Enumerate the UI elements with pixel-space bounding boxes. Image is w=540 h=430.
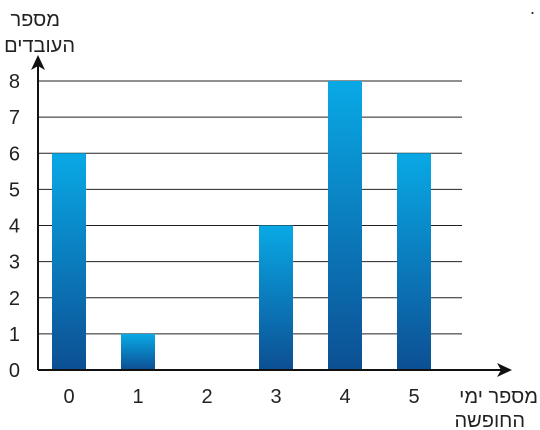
x-tick-label: 4 xyxy=(339,386,350,408)
x-axis-title-line-1: מספר ימי xyxy=(459,386,538,408)
y-axis-title-line-2: העובדים xyxy=(4,35,75,57)
y-tick-labels: 0 1 2 3 4 5 6 7 8 xyxy=(9,71,20,382)
x-tick-label: 1 xyxy=(132,386,143,408)
y-tick-label: 4 xyxy=(9,216,20,238)
x-axis-arrow-icon xyxy=(497,363,512,377)
y-tick-label: 0 xyxy=(9,360,20,382)
x-axis-title-line-2: החופשה xyxy=(454,410,525,430)
y-tick-label: 7 xyxy=(9,107,20,129)
x-tick-label: 2 xyxy=(201,386,212,408)
bar xyxy=(121,333,155,370)
y-tick-label: 5 xyxy=(9,179,20,201)
stray-mark: . xyxy=(530,0,536,18)
bar xyxy=(52,153,86,370)
y-axis-arrow-icon xyxy=(31,55,45,70)
bar xyxy=(397,153,431,370)
x-tick-labels: 0 1 2 3 4 5 xyxy=(63,386,419,408)
gridlines xyxy=(38,80,462,335)
x-tick-label: 0 xyxy=(63,386,74,408)
y-tick-label: 3 xyxy=(9,252,20,274)
bar xyxy=(259,225,293,370)
y-tick-label: 1 xyxy=(9,324,20,346)
axes xyxy=(31,55,512,377)
x-tick-label: 5 xyxy=(408,386,419,408)
y-tick-label: 8 xyxy=(9,71,20,93)
x-tick-label: 3 xyxy=(270,386,281,408)
y-axis-title-line-1: מספר xyxy=(10,9,60,31)
bar xyxy=(328,81,362,370)
y-tick-label: 2 xyxy=(9,288,20,310)
bars xyxy=(52,81,431,370)
y-tick-label: 6 xyxy=(9,143,20,165)
